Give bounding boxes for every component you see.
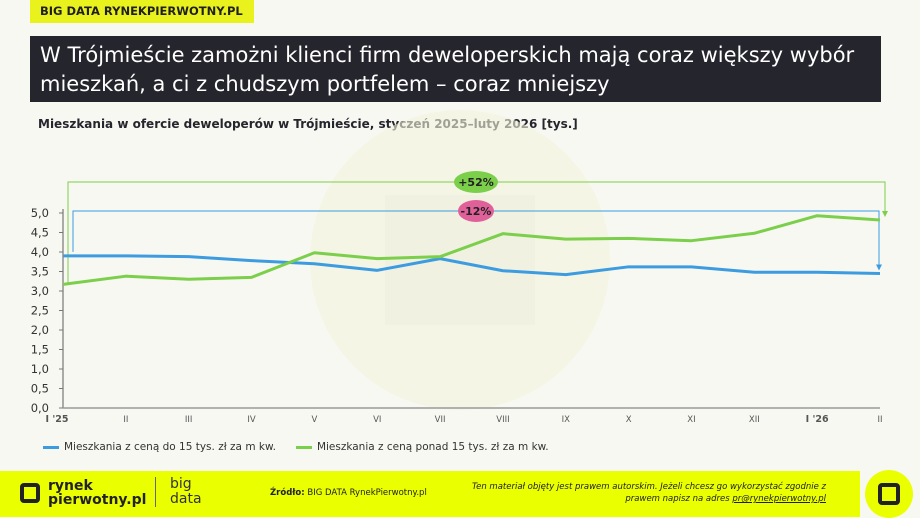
y-tick-label: 0,0 <box>31 401 49 415</box>
y-tick-label: 1,0 <box>31 362 49 376</box>
y-tick-label: 2,0 <box>31 323 49 337</box>
y-tick-label: 3,0 <box>31 284 49 298</box>
x-tick-label: I '26 <box>806 414 829 425</box>
x-tick-label: III <box>185 415 193 425</box>
logo-badge <box>865 470 913 518</box>
x-tick-label: II <box>123 415 128 425</box>
email-link[interactable]: pr@rynekpierwotny.pl <box>732 494 826 504</box>
x-tick-label: V <box>311 415 317 425</box>
source: Źródło: BIG DATA RynekPierwotny.pl <box>270 488 427 498</box>
legend: Mieszkania z ceną do 15 tys. zł za m kw.… <box>43 441 549 453</box>
x-tick-label: II <box>877 415 882 425</box>
logo-square-icon <box>20 483 40 503</box>
legend-item-green: Mieszkania z ceną ponad 15 tys. zł za m … <box>296 441 549 453</box>
x-tick-label: VII <box>435 415 446 425</box>
x-tick-label: IX <box>562 415 571 425</box>
legend-swatch <box>296 446 312 449</box>
y-tick-label: 1,5 <box>31 343 49 357</box>
x-tick-label: VI <box>373 415 381 425</box>
annotation-label: +52% <box>458 176 494 189</box>
annotation-label: -12% <box>461 205 492 218</box>
copyright-note: Ten materiał objęty jest prawem autorski… <box>470 481 826 505</box>
line-chart: 0,0 0,5 1,0 1,5 2,0 2,5 3,0 3,5 4,0 4,5 5,0 I '25 II… <box>0 0 920 470</box>
y-tick-label: 4,0 <box>31 245 49 259</box>
x-tick-label: XII <box>749 415 760 425</box>
arrow-blue <box>876 264 882 270</box>
x-tick-label: I '25 <box>46 414 69 425</box>
y-tick-label: 2,5 <box>31 304 49 318</box>
x-tick-label: X <box>626 415 632 425</box>
x-tick-label: VIII <box>496 415 509 425</box>
legend-swatch <box>43 446 59 449</box>
x-tick-label: XI <box>687 415 695 425</box>
legend-item-blue: Mieszkania z ceną do 15 tys. zł za m kw. <box>43 441 276 453</box>
y-tick-label: 4,5 <box>31 226 49 240</box>
y-tick-label: 0,5 <box>31 382 49 396</box>
x-tick-label: IV <box>247 415 256 425</box>
y-tick-label: 3,5 <box>31 265 49 279</box>
y-tick-label: 5,0 <box>31 206 49 220</box>
arrow-green <box>882 211 888 217</box>
logo-square-icon <box>878 483 900 505</box>
